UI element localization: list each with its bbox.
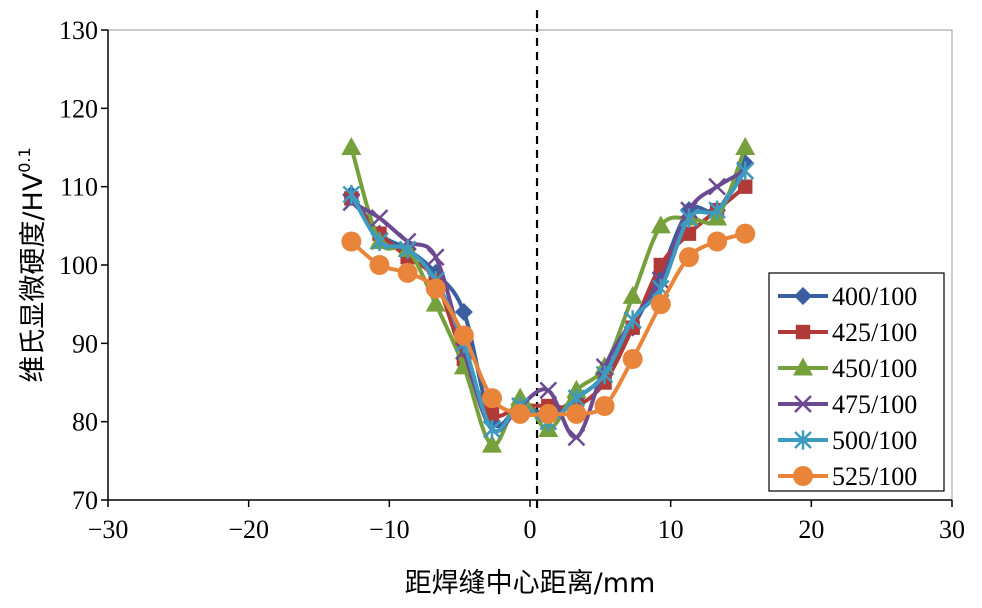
legend-label: 400/100	[832, 282, 917, 311]
data-point	[736, 161, 755, 181]
data-point	[342, 184, 361, 205]
y-tick-label: 120	[59, 94, 98, 123]
legend-box	[768, 272, 945, 492]
data-point	[567, 428, 586, 447]
legend-item: 425/100	[778, 318, 917, 347]
legend-label: 425/100	[832, 318, 917, 347]
y-tick-label: 70	[72, 486, 98, 515]
data-point	[650, 294, 671, 315]
x-axis-ticks: −30 −20 −10 0 10 20 30	[88, 500, 965, 544]
data-point	[398, 239, 417, 259]
data-point	[794, 430, 812, 450]
data-point	[369, 255, 390, 275]
data-point	[794, 395, 812, 413]
data-point	[483, 419, 501, 440]
data-point	[426, 248, 445, 267]
data-point	[681, 226, 697, 241]
legend-item: 525/100	[778, 462, 917, 491]
x-tick-label: −10	[369, 515, 410, 544]
data-point	[454, 303, 473, 321]
legend-item: 450/100	[778, 354, 917, 383]
y-axis-title-main: 维氏显微硬度/HV	[18, 172, 49, 382]
x-tick-label: 0	[524, 515, 537, 544]
data-point	[538, 403, 559, 424]
x-tick-label: −20	[228, 515, 269, 544]
data-point	[793, 357, 813, 376]
data-point	[680, 208, 698, 228]
data-point	[341, 137, 362, 155]
data-point	[708, 177, 726, 196]
data-point	[623, 310, 642, 330]
data-point	[622, 285, 643, 304]
x-tick-label: 10	[658, 515, 684, 544]
data-point	[453, 325, 474, 346]
data-point	[539, 381, 558, 400]
y-tick-label: 100	[59, 251, 98, 280]
data-point	[566, 403, 587, 424]
y-tick-label: 90	[72, 329, 98, 358]
data-point	[678, 247, 699, 268]
data-point	[482, 388, 503, 409]
data-point	[735, 137, 756, 155]
legend-label: 475/100	[832, 390, 917, 419]
data-point	[425, 293, 446, 312]
data-point	[735, 223, 756, 244]
series-layer	[341, 137, 756, 453]
data-point	[595, 365, 614, 385]
series-line	[349, 162, 747, 429]
series-525-100	[341, 223, 756, 424]
data-point	[738, 179, 753, 194]
data-point	[397, 262, 418, 283]
data-point	[793, 466, 813, 486]
x-tick-label: −30	[88, 515, 129, 544]
legend: 400/100 425/100 450/100 475/100 500/100 525/1…	[768, 272, 945, 492]
data-point	[510, 403, 531, 424]
legend-item: 475/100	[778, 390, 917, 419]
data-point	[482, 434, 503, 453]
data-point	[707, 231, 728, 252]
data-point	[370, 231, 389, 252]
data-point	[650, 215, 671, 234]
y-tick-label: 130	[59, 16, 98, 45]
data-point	[484, 406, 500, 422]
y-axis-title-sup: 0.1	[15, 147, 34, 172]
legend-label: 525/100	[832, 462, 917, 491]
data-point	[794, 287, 812, 305]
x-axis-title: 距焊缝中心距离/mm	[405, 568, 656, 599]
data-point	[708, 200, 726, 220]
legend-label: 500/100	[832, 426, 917, 455]
y-axis-title: 维氏显微硬度/HV0.1	[15, 147, 49, 382]
legend-label: 450/100	[832, 354, 917, 383]
y-tick-label: 110	[60, 173, 98, 202]
data-point	[370, 209, 389, 227]
x-tick-label: 30	[939, 515, 965, 544]
y-axis-ticks: 70 80 90 100 110 120 130	[59, 16, 108, 515]
data-point	[594, 396, 615, 416]
x-tick-label: 20	[798, 515, 824, 544]
data-point	[341, 231, 362, 252]
legend-item: 500/100	[778, 426, 917, 455]
data-point	[622, 349, 643, 369]
y-tick-label: 80	[72, 408, 98, 437]
y-axis-title-group: 维氏显微硬度/HV0.1	[15, 147, 49, 382]
data-point	[425, 278, 446, 299]
legend-item: 400/100	[778, 282, 917, 311]
data-point	[795, 324, 811, 340]
